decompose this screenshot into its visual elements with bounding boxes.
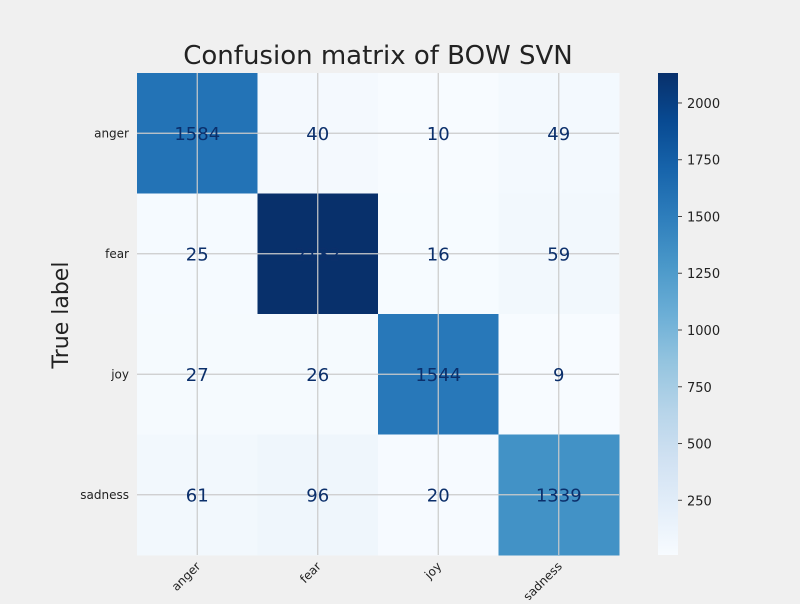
colorbar-tick-label: 2000 bbox=[687, 97, 720, 112]
colorbar-tick-label: 250 bbox=[687, 494, 712, 509]
x-tick-label: joy bbox=[421, 559, 444, 582]
cell-value-label: 10 bbox=[427, 124, 450, 145]
x-tick-label: fear bbox=[297, 559, 324, 586]
cell-value-label: 9 bbox=[553, 365, 564, 386]
y-tick-labels: anger fear joy sadness bbox=[80, 126, 129, 502]
cell-value-label: 40 bbox=[306, 124, 329, 145]
cell-value-label: 27 bbox=[186, 365, 209, 386]
cell-value-label: 1339 bbox=[536, 485, 582, 506]
colorbar-tick-label: 500 bbox=[687, 438, 712, 453]
y-tick-label: anger bbox=[94, 126, 129, 140]
colorbar-tick-label: 750 bbox=[687, 381, 712, 396]
colorbar-gradient bbox=[658, 73, 678, 555]
cell-value-label: 61 bbox=[186, 485, 209, 506]
cell-value-label: 20 bbox=[427, 485, 450, 506]
cell-value-label: 59 bbox=[547, 244, 570, 265]
cell-value-label: 96 bbox=[306, 485, 329, 506]
x-tick-labels: anger fear joy sadness bbox=[169, 559, 565, 603]
cell-value-label: 49 bbox=[547, 124, 570, 145]
chart-title: Confusion matrix of BOW SVN bbox=[183, 41, 573, 71]
colorbar-tick-label: 1750 bbox=[687, 154, 720, 169]
grid-layer bbox=[137, 73, 619, 555]
cell-value-label: 26 bbox=[306, 365, 329, 386]
cell-value-label: 1584 bbox=[174, 124, 220, 145]
cell-value-label: 25 bbox=[186, 244, 209, 265]
y-tick-label: joy bbox=[110, 367, 129, 381]
colorbar-tick-label: 1500 bbox=[687, 210, 720, 225]
x-tick-label: anger bbox=[169, 559, 204, 594]
colorbar: 250 500 750 1000 1250 1500 1750 2000 bbox=[658, 73, 720, 555]
y-axis-label: True label bbox=[49, 262, 74, 370]
y-tick-label: sadness bbox=[80, 488, 129, 502]
cell-labels-layer: 1584 40 10 49 25 2132 16 59 27 26 1544 9 61 96 20 1339 bbox=[174, 124, 581, 507]
cell-value-label: 16 bbox=[427, 244, 450, 265]
x-tick-label: sadness bbox=[521, 559, 565, 600]
colorbar-tick-label: 1000 bbox=[687, 324, 720, 339]
cell-value-label: 2132 bbox=[295, 244, 341, 265]
colorbar-tick-label: 1250 bbox=[687, 267, 720, 282]
cells-layer bbox=[137, 73, 620, 556]
y-tick-label: fear bbox=[105, 247, 129, 261]
cell-value-label: 1544 bbox=[415, 365, 461, 386]
